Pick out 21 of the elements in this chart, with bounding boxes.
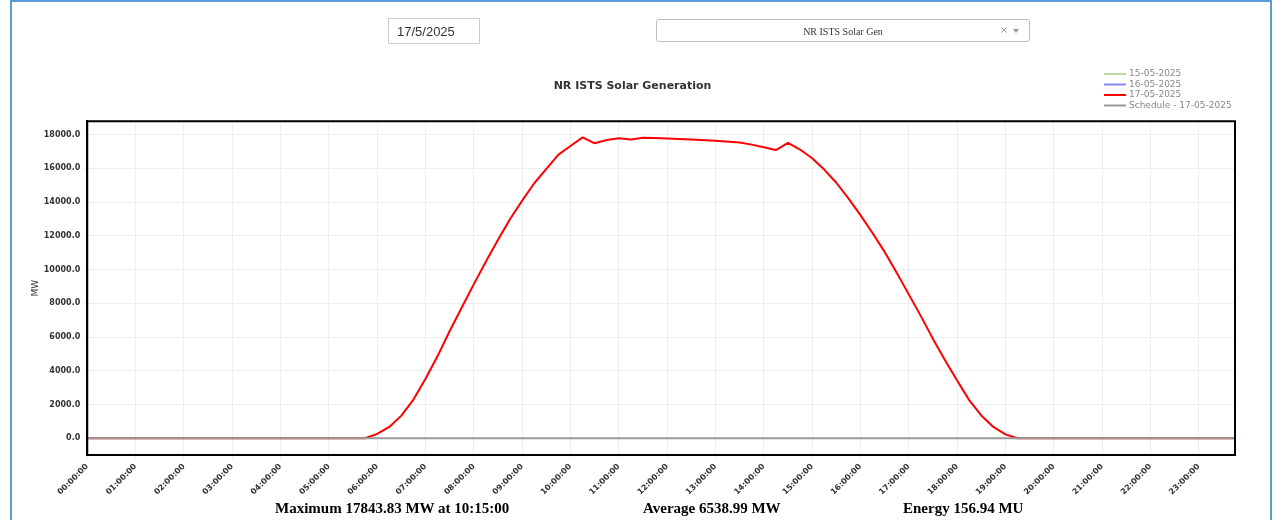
- y-tick-label: 2000.0: [49, 399, 81, 409]
- y-tick-label: 16000.0: [43, 163, 81, 173]
- y-tick-label: 0.0: [66, 433, 81, 443]
- text: Average 6538.99 MW: [643, 500, 781, 517]
- legend-label: Schedule - 17-05-2025: [1129, 99, 1232, 110]
- y-tick-label: 14000.0: [43, 197, 81, 207]
- y-tick-label: 18000.0: [43, 129, 81, 139]
- y-axis-title: MW: [29, 279, 40, 297]
- text: Maximum 17843.83 MW at 10:15:00: [275, 500, 510, 517]
- y-tick-label: 10000.0: [43, 264, 81, 274]
- text: 17/5/2025: [388, 18, 480, 44]
- y-tick-label: 12000.0: [43, 230, 81, 240]
- y-tick-label: 4000.0: [49, 365, 81, 375]
- legend-label: 16-05-2025: [1129, 78, 1182, 89]
- text: Energy 156.94 MU: [903, 500, 1024, 517]
- text: NR ISTS Solar Gen: [656, 19, 1030, 42]
- y-tick-label: 6000.0: [49, 332, 81, 342]
- legend-label: 15-05-2025: [1129, 68, 1182, 79]
- chart-title: NR ISTS Solar Generation: [553, 79, 712, 93]
- legend-label: 17-05-2025: [1129, 89, 1182, 100]
- y-tick-label: 8000.0: [49, 298, 81, 308]
